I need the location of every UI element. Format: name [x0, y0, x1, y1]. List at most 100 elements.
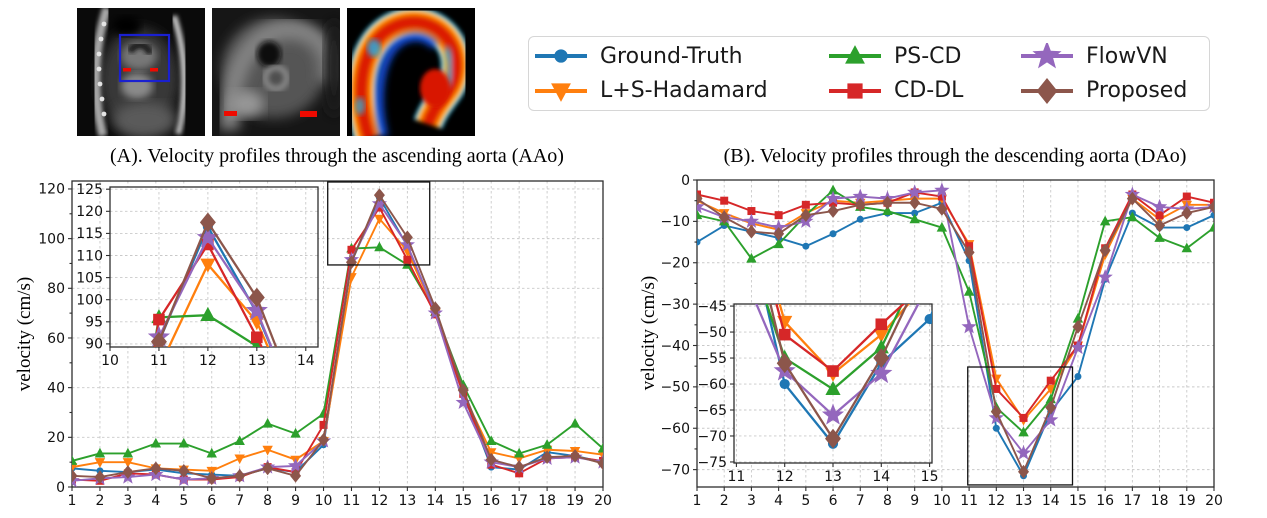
- svg-text:11: 11: [343, 493, 361, 509]
- svg-text:−65: −65: [697, 403, 727, 419]
- svg-text:12: 12: [371, 493, 389, 509]
- svg-text:120: 120: [38, 182, 65, 198]
- svg-text:−20: −20: [660, 256, 690, 272]
- diamond-marker-icon: [1021, 77, 1073, 104]
- svg-text:60: 60: [47, 331, 65, 347]
- svg-text:−75: −75: [697, 455, 727, 471]
- velocity-colormap-image: [347, 8, 475, 136]
- chart-b-title: (B). Velocity profiles through the desce…: [723, 145, 1187, 167]
- flow-marker: [150, 68, 158, 72]
- svg-text:105: 105: [76, 270, 103, 286]
- svg-text:−10: −10: [660, 214, 690, 230]
- circle-marker-icon: [535, 49, 587, 63]
- aortic-arch-mri-image: [212, 8, 340, 136]
- zoom-region-rect: [967, 366, 1074, 486]
- svg-text:11: 11: [150, 353, 168, 369]
- svg-text:8: 8: [883, 493, 892, 509]
- svg-text:−60: −60: [697, 377, 727, 393]
- svg-text:11: 11: [960, 493, 978, 509]
- svg-text:19: 19: [566, 493, 584, 509]
- svg-text:11: 11: [728, 469, 746, 485]
- legend-label: Proposed: [1086, 78, 1188, 104]
- svg-text:2: 2: [720, 493, 729, 509]
- svg-text:115: 115: [76, 226, 103, 242]
- legend-label: Ground-Truth: [600, 43, 743, 69]
- svg-text:10: 10: [101, 353, 119, 369]
- descending-aorta-velocity-chart: 1 2 3 4 5 6 7 8 9 10 11 12 13 14 15 16 17 18 19 200−10−20−3…: [640, 173, 1223, 509]
- square-marker-icon: [829, 83, 881, 99]
- svg-text:17: 17: [1123, 493, 1141, 509]
- legend-entry-ground-truth: Ground-Truth: [534, 43, 828, 69]
- triangle-up-marker-icon: [829, 45, 881, 64]
- svg-text:12: 12: [776, 469, 794, 485]
- svg-text:−45: −45: [697, 299, 727, 315]
- svg-text:20: 20: [1205, 493, 1223, 509]
- svg-text:14: 14: [1042, 493, 1060, 509]
- svg-text:14: 14: [297, 353, 315, 369]
- svg-text:−55: −55: [697, 351, 727, 367]
- svg-text:8: 8: [263, 493, 272, 509]
- svg-text:4: 4: [774, 493, 783, 509]
- svg-text:7: 7: [856, 493, 865, 509]
- svg-text:5: 5: [801, 493, 810, 509]
- svg-text:2: 2: [95, 493, 104, 509]
- legend-label: FlowVN: [1086, 43, 1168, 69]
- y-axis-label: velocity (cm/s): [14, 277, 35, 392]
- svg-text:−70: −70: [697, 429, 727, 445]
- ascending-aorta-velocity-chart: 1 2 3 4 5 6 7 8 9 10 11 12 13 14 15 16 17 18 19 20020406080…: [14, 180, 612, 509]
- svg-text:16: 16: [1096, 493, 1114, 509]
- legend-label: PS-CD: [894, 43, 962, 69]
- svg-text:16: 16: [482, 493, 500, 509]
- svg-text:10: 10: [933, 493, 951, 509]
- svg-text:20: 20: [594, 493, 612, 509]
- svg-text:20: 20: [47, 430, 65, 446]
- star-marker-icon: [1021, 43, 1073, 69]
- svg-text:0: 0: [56, 480, 65, 496]
- zoom-region-rect: [327, 181, 431, 266]
- svg-text:13: 13: [398, 493, 416, 509]
- svg-text:6: 6: [829, 493, 838, 509]
- flow-marker: [224, 111, 237, 116]
- svg-text:−60: −60: [660, 421, 690, 437]
- svg-text:9: 9: [910, 493, 919, 509]
- svg-text:14: 14: [872, 469, 890, 485]
- flow-marker: [300, 111, 317, 117]
- svg-text:−50: −50: [697, 325, 727, 341]
- svg-text:95: 95: [85, 315, 103, 331]
- svg-text:−30: −30: [660, 297, 690, 313]
- triangle-down-marker-icon: [535, 83, 587, 102]
- svg-text:10: 10: [315, 493, 333, 509]
- svg-text:18: 18: [538, 493, 556, 509]
- svg-text:100: 100: [38, 231, 65, 247]
- svg-text:9: 9: [291, 493, 300, 509]
- flow-marker: [123, 68, 131, 72]
- svg-text:19: 19: [1178, 493, 1196, 509]
- sagittal-mri-image: [77, 8, 205, 136]
- svg-text:13: 13: [1015, 493, 1033, 509]
- svg-text:110: 110: [76, 248, 103, 264]
- svg-text:18: 18: [1151, 493, 1169, 509]
- svg-text:1: 1: [693, 493, 702, 509]
- svg-text:7: 7: [235, 493, 244, 509]
- svg-text:−50: −50: [660, 380, 690, 396]
- legend-entry-cd-dl: CD-DL: [828, 78, 1020, 104]
- svg-text:40: 40: [47, 380, 65, 396]
- svg-text:120: 120: [76, 204, 103, 220]
- svg-text:13: 13: [824, 469, 842, 485]
- svg-text:3: 3: [747, 493, 756, 509]
- legend-entry-ps-cd: PS-CD: [828, 43, 1020, 69]
- svg-text:13: 13: [248, 353, 266, 369]
- svg-text:15: 15: [1069, 493, 1087, 509]
- legend-entry-proposed: Proposed: [1020, 77, 1209, 104]
- legend-entry-flowvn: FlowVN: [1020, 43, 1209, 69]
- svg-text:80: 80: [47, 281, 65, 297]
- svg-text:1: 1: [68, 493, 77, 509]
- svg-text:4: 4: [151, 493, 160, 509]
- svg-text:15: 15: [921, 469, 939, 485]
- svg-text:−40: −40: [660, 338, 690, 354]
- svg-text:12: 12: [987, 493, 1005, 509]
- svg-text:0: 0: [681, 173, 690, 189]
- svg-text:15: 15: [454, 493, 472, 509]
- svg-text:125: 125: [76, 182, 103, 198]
